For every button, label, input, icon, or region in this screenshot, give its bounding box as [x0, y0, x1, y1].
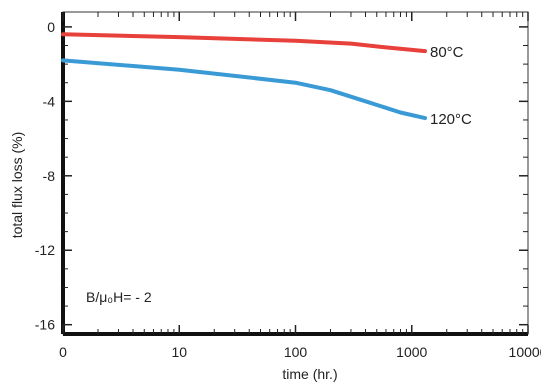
series-line-1 [61, 32, 427, 54]
x-tick-label: 100 [284, 344, 308, 360]
x-axis-ticks: 0 10 100 1000 10000 [59, 12, 541, 360]
series-layer [61, 32, 427, 121]
series-label-2: 120°C [430, 111, 472, 128]
chart-annotation: B/μ₀H= - 2 [86, 289, 152, 305]
y-tick-label: 0 [47, 19, 55, 35]
x-axis-title: time (hr.) [282, 366, 337, 382]
y-axis-ticks: 0 -4 -8 -12 -16 [35, 19, 528, 333]
series-label-1: 80°C [430, 44, 464, 61]
series-line-2 [61, 58, 427, 121]
y-tick-label: -4 [43, 93, 56, 109]
series-labels: 80°C 120°C [430, 44, 472, 128]
y-tick-label: -8 [43, 168, 56, 184]
x-tick-label: 0 [59, 344, 67, 360]
y-axis-title: total flux loss (%) [9, 132, 25, 239]
y-tick-label: -12 [35, 242, 55, 258]
x-tick-label: 10 [171, 344, 187, 360]
x-tick-label: 1000 [396, 344, 427, 360]
y-tick-label: -16 [35, 317, 55, 333]
x-tick-label: 10000 [509, 344, 541, 360]
